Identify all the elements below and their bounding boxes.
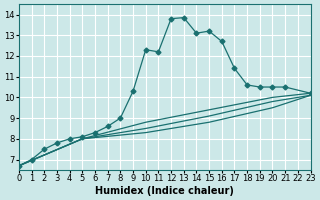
X-axis label: Humidex (Indice chaleur): Humidex (Indice chaleur) — [95, 186, 234, 196]
